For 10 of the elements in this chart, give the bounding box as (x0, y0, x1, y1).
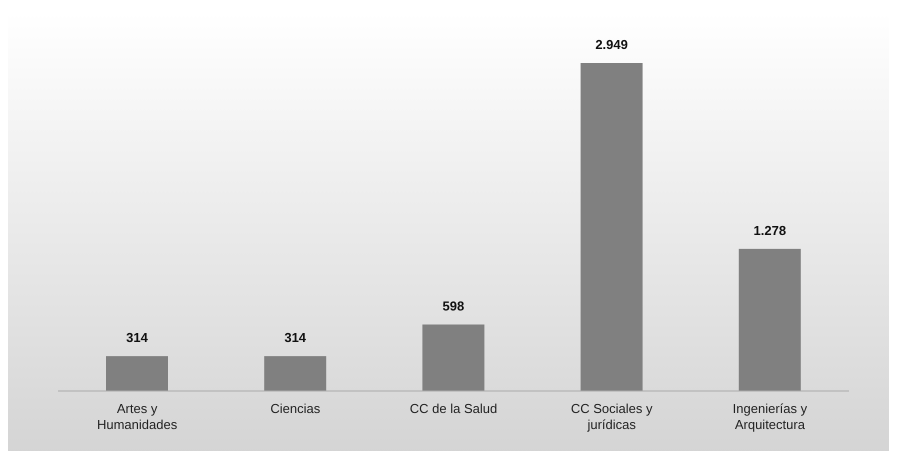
data-label: 1.278 (754, 222, 786, 238)
x-tick-label: Artes y Humanidades (96, 401, 178, 432)
x-tick-label: CC Sociales y jurídicas (570, 401, 654, 432)
data-label: 598 (442, 298, 464, 314)
x-tick-label: CC de la Salud (410, 401, 498, 416)
data-label: 314 (126, 330, 149, 346)
data-label: 2.949 (595, 37, 628, 52)
x-tick-label: Ingenierías y Arquitectura (732, 401, 808, 432)
data-label: 314 (284, 330, 307, 346)
x-tick-label: Ciencias (270, 401, 321, 416)
